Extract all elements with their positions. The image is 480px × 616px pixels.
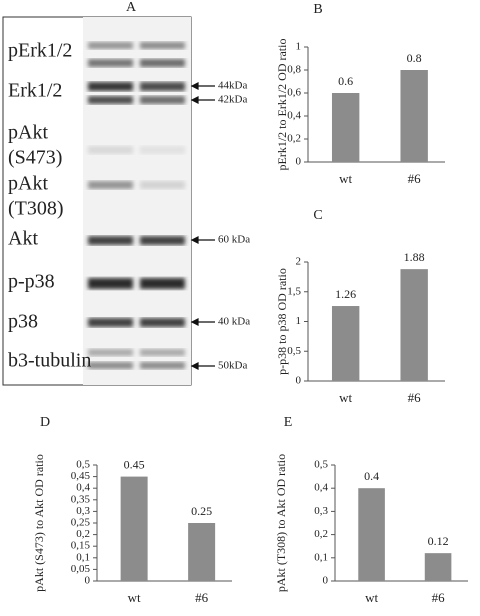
bar — [358, 488, 385, 581]
panel-label: B — [313, 2, 322, 17]
panel-label: D — [40, 415, 50, 430]
row-label: pAkt — [8, 122, 48, 144]
y-tick-label: 0,25 — [71, 517, 91, 529]
y-tick-label: 0,4 — [76, 482, 90, 494]
y-tick-label: 0,35 — [71, 493, 91, 505]
y-tick-label: 0,2 — [314, 528, 328, 540]
y-tick-label: 0,5 — [76, 459, 90, 471]
blot-panel: A pErk1/2 Erk1/2 pAkt (S473) pAkt (T308)… — [2, 0, 250, 386]
y-tick-label: 0,4 — [314, 482, 328, 494]
x-tick-label: #6 — [432, 590, 446, 605]
blot-bands — [88, 42, 185, 369]
x-tick-label: #6 — [408, 171, 422, 186]
y-tick-label: 1 — [296, 315, 302, 327]
row-label: b3-tubulin — [8, 350, 91, 372]
marker-label: 42kDa — [218, 94, 247, 106]
value-label: 0.8 — [407, 51, 422, 65]
panel-label: C — [313, 208, 322, 223]
marker-arrows — [190, 82, 215, 370]
y-tick-label: 1,5 — [287, 285, 301, 297]
blot-membrane — [83, 17, 191, 385]
row-label: (S473) — [8, 147, 62, 169]
y-axis-label: pAkt (T308) to Akt OD ratio — [274, 454, 288, 592]
value-label: 0.45 — [124, 457, 145, 471]
value-label: 1.88 — [404, 250, 425, 264]
panel-label: A — [126, 0, 137, 15]
y-tick-label: 0,1 — [76, 551, 90, 563]
y-tick-label: 0,3 — [314, 505, 328, 517]
bar — [400, 269, 428, 381]
bar — [400, 70, 428, 162]
y-tick-label: 1 — [296, 41, 302, 53]
y-tick-label: 0,8 — [287, 64, 301, 76]
value-label: 0.12 — [428, 534, 449, 548]
row-label: p-p38 — [8, 271, 55, 293]
marker-label: 60 kDa — [218, 234, 250, 246]
bar — [331, 93, 360, 162]
row-label: pAkt — [8, 173, 48, 195]
value-label: 1.26 — [335, 287, 356, 301]
x-tick-label: wt — [339, 390, 352, 405]
y-tick-label: 0,4 — [287, 110, 301, 122]
x-tick-label: wt — [339, 171, 352, 186]
y-tick-label: 0,5 — [314, 459, 328, 471]
row-label: (T308) — [8, 198, 64, 220]
value-label: 0.6 — [338, 74, 353, 88]
y-tick-label: 0,3 — [76, 505, 90, 517]
y-tick-label: 0 — [296, 375, 302, 387]
bar — [188, 523, 216, 581]
marker-label: 50kDa — [218, 360, 247, 372]
y-tick-label: 0,2 — [287, 133, 301, 145]
bar — [331, 306, 360, 381]
row-label: p38 — [8, 311, 38, 333]
panel-label: E — [284, 415, 293, 430]
y-axis-label: p-p38 to p38 OD ratio — [275, 268, 289, 375]
bar — [120, 476, 148, 581]
x-tick-label: #6 — [408, 390, 422, 405]
x-tick-label: wt — [365, 590, 378, 605]
y-tick-label: 0,5 — [287, 345, 301, 357]
row-label: pErk1/2 — [8, 40, 72, 62]
y-tick-label: 0,05 — [71, 563, 91, 575]
marker-label: 40 kDa — [218, 316, 250, 328]
y-tick-label: 0,15 — [71, 540, 91, 552]
y-tick-label: 0 — [85, 575, 91, 587]
y-tick-label: 2 — [296, 256, 302, 268]
x-tick-label: #6 — [195, 590, 209, 605]
y-tick-label: 0,45 — [71, 470, 91, 482]
y-tick-label: 0,1 — [314, 551, 328, 563]
y-tick-label: 0,2 — [76, 528, 90, 540]
y-axis-label: pAkt (S473) to Akt OD ratio — [32, 454, 46, 592]
row-label: Erk1/2 — [8, 80, 62, 102]
marker-label: 44kDa — [218, 80, 247, 92]
y-tick-label: 0 — [323, 575, 329, 587]
value-label: 0.25 — [191, 504, 212, 518]
y-axis-label: pErk1/2 to Erk1/2 OD ratio — [275, 39, 289, 171]
row-label: Akt — [8, 228, 38, 250]
y-tick-label: 0 — [296, 156, 302, 168]
y-tick-label: 0,6 — [287, 87, 301, 99]
x-tick-label: wt — [128, 590, 141, 605]
value-label: 0.4 — [364, 469, 379, 483]
bar — [424, 553, 452, 581]
